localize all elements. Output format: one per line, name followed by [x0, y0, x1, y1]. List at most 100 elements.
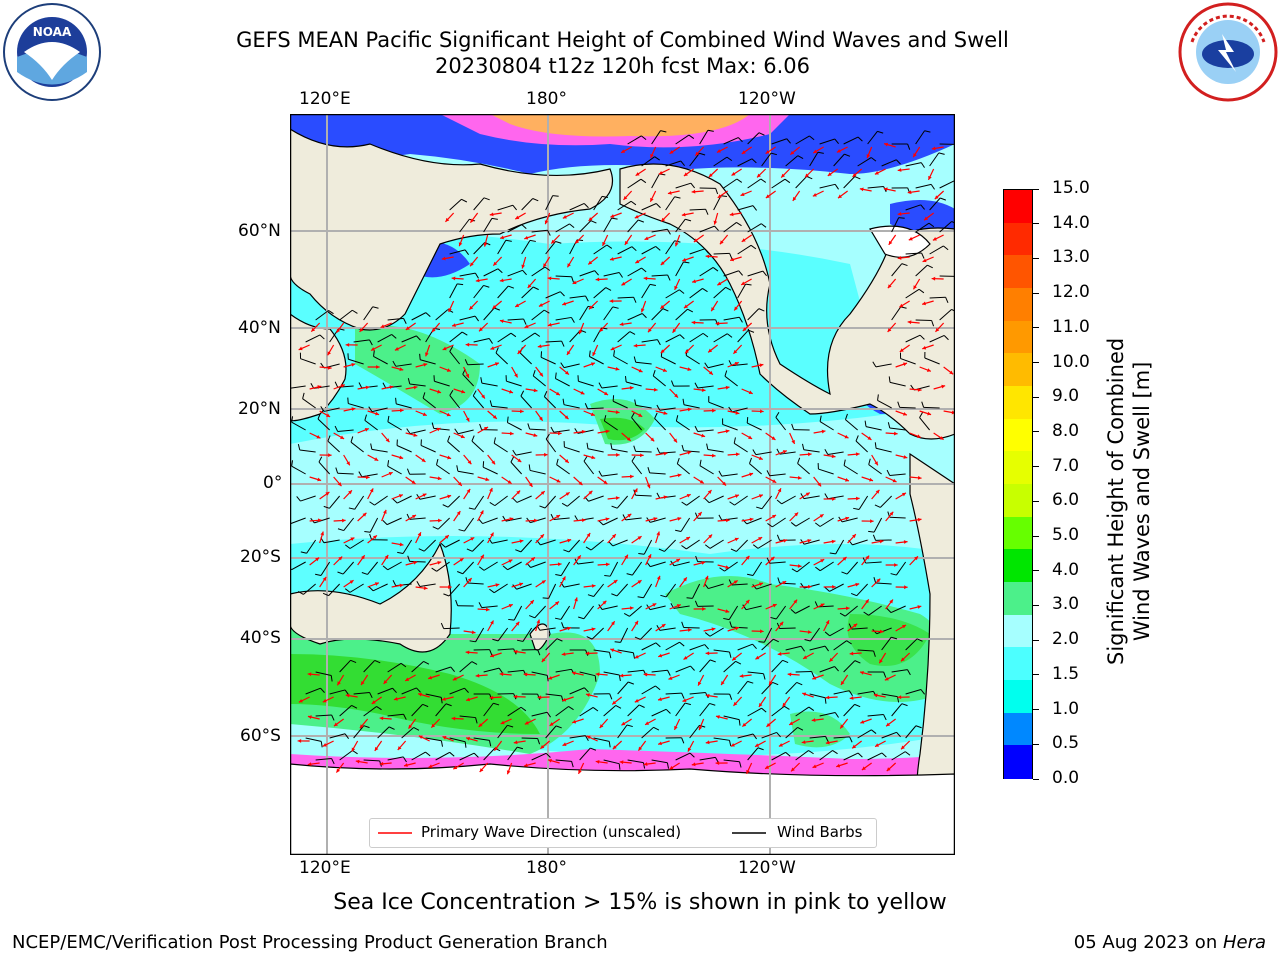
wind-barb-flag [631, 455, 636, 462]
wind-barb [843, 465, 858, 475]
wind-barb [483, 748, 496, 761]
wind-barb [747, 671, 764, 675]
wind-barb-flag [729, 693, 733, 700]
wind-barb [905, 689, 922, 695]
wind-barb-flag [907, 143, 911, 150]
wind-barb [419, 495, 436, 500]
wind-barb-flag [681, 501, 687, 506]
wind-barb [651, 708, 667, 717]
wave-direction-arrowhead [793, 599, 798, 604]
wind-barb [521, 286, 534, 299]
wave-direction-arrowhead [405, 326, 410, 330]
wave-direction-arrowhead [564, 415, 569, 420]
wave-direction-arrowhead [859, 187, 864, 192]
wind-barb [617, 246, 633, 255]
wind-barb [827, 451, 844, 455]
wind-barb [593, 244, 608, 255]
wave-direction-arrowhead [413, 560, 418, 565]
wind-barb-flag [857, 136, 863, 142]
wave-direction-arrowhead [624, 554, 628, 559]
wind-barb-flag [368, 406, 373, 412]
wind-barb-flag [871, 729, 877, 734]
wind-barb [329, 689, 346, 695]
wind-barb [889, 427, 906, 431]
wind-barb-flag [690, 182, 696, 189]
wind-barb-flag [824, 645, 829, 652]
wave-direction-arrowhead [733, 349, 738, 354]
wave-direction-arrowhead [460, 434, 465, 439]
wave-direction-arrowhead [811, 718, 816, 722]
wind-barb-flag [872, 534, 877, 541]
wind-barb [713, 333, 728, 343]
wind-barb [929, 197, 941, 211]
wave-direction-arrowhead [647, 328, 652, 333]
wind-barb [761, 638, 774, 651]
wind-barb-flag [699, 459, 702, 466]
wind-barb-flag [585, 546, 592, 551]
wind-barb [721, 473, 738, 477]
wind-barb [891, 669, 908, 673]
wind-barb [387, 662, 402, 673]
wind-barb-flag [369, 501, 375, 506]
wave-direction-arrowhead [465, 373, 470, 378]
wind-barb [881, 693, 898, 698]
wind-barb [507, 669, 524, 673]
wind-barb [545, 291, 561, 299]
wind-barb [683, 626, 700, 629]
wind-barb-flag [544, 266, 551, 271]
wind-barb [769, 561, 786, 564]
colorbar-segment [1004, 288, 1032, 322]
wind-barb [851, 627, 868, 630]
wind-barb [411, 312, 427, 321]
wind-barb [545, 340, 562, 343]
wave-direction-arrowhead [605, 429, 610, 434]
wind-barb [563, 404, 580, 409]
wind-barb-flag [655, 685, 661, 691]
wind-barb [377, 334, 392, 343]
wind-barb [723, 222, 737, 233]
wind-barb [387, 756, 404, 761]
wind-barb-flag [690, 665, 695, 671]
wind-barb-flag [323, 505, 330, 509]
wind-barb [737, 244, 752, 255]
wind-barb [373, 355, 388, 365]
wind-barb [593, 649, 610, 653]
wind-barb [474, 495, 485, 510]
wave-direction-arrowhead [739, 674, 744, 678]
wind-barb-flag [392, 498, 398, 504]
wind-barb-flag [797, 726, 804, 731]
wind-barb [675, 702, 686, 717]
wind-barb [797, 463, 810, 475]
wind-barb-flag [512, 204, 518, 211]
wind-barb [409, 429, 426, 435]
wind-barb-flag [516, 639, 524, 642]
wave-direction-arrowhead [758, 702, 763, 707]
wave-direction-arrowhead [777, 488, 782, 493]
wave-direction-arrowhead [827, 172, 832, 176]
wind-barb [401, 727, 414, 739]
wind-barb-flag [695, 555, 699, 562]
wind-barb [339, 659, 351, 673]
wave-direction-arrowhead [470, 262, 474, 267]
wind-barb [471, 440, 484, 453]
wind-barb-flag [662, 308, 669, 312]
wind-barb-flag [585, 295, 589, 302]
wind-barb-flag [560, 362, 565, 368]
wind-barb [654, 418, 666, 431]
wind-barb [323, 407, 340, 412]
wave-direction-arrowhead [829, 657, 834, 662]
wave-direction-arrowhead [509, 517, 514, 521]
wind-barb [659, 627, 676, 631]
wave-direction-arrowhead [333, 722, 338, 727]
wind-barb-flag [770, 616, 777, 620]
wind-barb-flag [376, 706, 382, 711]
wave-direction-arrowhead [856, 496, 860, 501]
wave-direction-arrowhead [668, 676, 673, 680]
wind-barb-flag [457, 283, 464, 286]
wind-barb-flag [760, 223, 767, 228]
wind-barb [641, 156, 655, 167]
wind-barb [689, 152, 700, 167]
wind-barb [664, 539, 676, 552]
wave-direction-arrowhead [342, 518, 346, 523]
wave-direction-arrowhead [653, 517, 658, 521]
